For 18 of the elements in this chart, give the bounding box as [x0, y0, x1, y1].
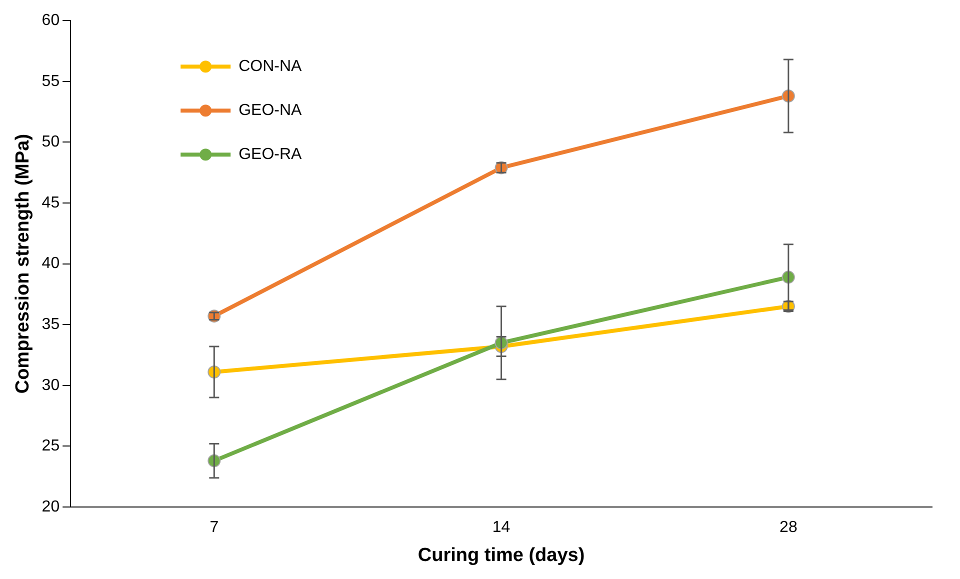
x-axis-title: Curing time (days)	[418, 544, 585, 566]
legend-label: GEO-NA	[238, 102, 302, 120]
y-tick-label: 60	[42, 12, 60, 30]
legend-label: CON-NA	[238, 58, 302, 76]
point	[208, 310, 221, 323]
x-tick-label: 14	[492, 519, 510, 536]
y-tick-label: 25	[42, 438, 60, 455]
x-tick-label: 7	[210, 519, 219, 536]
x-tick-label: 28	[780, 519, 798, 536]
y-tick-label: 35	[42, 316, 60, 334]
y-tick-label: 20	[42, 498, 60, 516]
y-axis-title: Compression strength (MPa)	[12, 134, 34, 394]
y-tick-label: 30	[42, 376, 60, 394]
y-tick-label: 40	[42, 255, 60, 272]
y-tick-label: 50	[42, 134, 60, 151]
legend-label: GEO-RA	[238, 146, 302, 164]
y-tick-label: 55	[42, 72, 60, 90]
y-tick-label: 45	[42, 194, 60, 212]
